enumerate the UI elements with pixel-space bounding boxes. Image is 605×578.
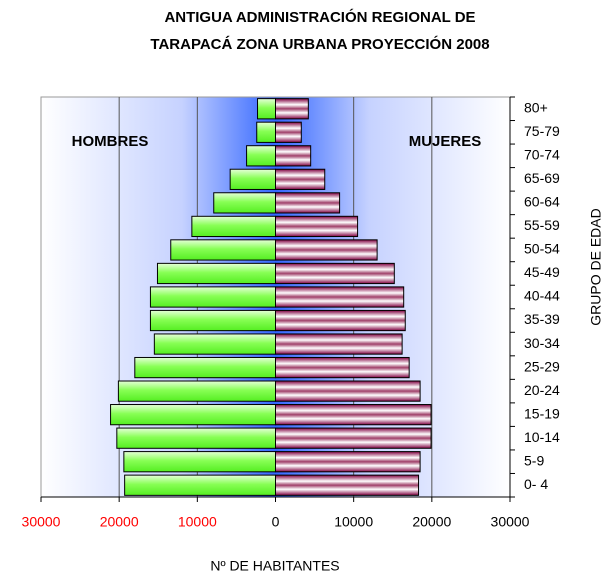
bar [191, 215, 276, 238]
bar [275, 451, 421, 473]
bar [149, 309, 276, 332]
bar [275, 239, 378, 261]
y-tick-label: 75-79 [524, 123, 560, 139]
bar [117, 380, 277, 402]
bar [275, 356, 410, 379]
bar [213, 192, 277, 214]
bar [275, 192, 341, 214]
x-axis-title: Nº DE HABITANTES [210, 558, 339, 574]
bar [275, 262, 395, 285]
y-tick-label: 50-54 [524, 241, 560, 257]
bar [110, 404, 277, 426]
y-tick-label: 10-14 [524, 429, 560, 445]
y-tick-label: 70-74 [524, 147, 560, 163]
y-tick-label: 30-34 [524, 335, 560, 351]
x-tick-label: 30000 [491, 514, 530, 530]
bar [275, 98, 309, 120]
bar [124, 474, 276, 496]
y-tick-label: 45-49 [524, 264, 560, 280]
bar [275, 333, 403, 355]
x-tick-label: 10000 [178, 514, 217, 530]
y-tick-label: 0- 4 [524, 476, 548, 492]
y-tick-label: 35-39 [524, 311, 560, 327]
bar [275, 168, 326, 190]
chart-title: TARAPACÁ ZONA URBANA PROYECCIÓN 2008 [150, 35, 489, 53]
bar [116, 427, 276, 449]
bar [275, 145, 312, 167]
x-tick-label: 0 [272, 514, 280, 530]
y-tick-label: 40-44 [524, 288, 560, 304]
y-tick-label: 20-24 [524, 382, 560, 398]
x-tick-label: 20000 [100, 514, 139, 530]
y-tick-label: 60-64 [524, 194, 560, 210]
series-label: HOMBRES [72, 133, 149, 150]
bar [275, 427, 432, 449]
x-tick-label: 20000 [412, 514, 451, 530]
bar [229, 168, 276, 190]
bar [275, 121, 302, 143]
y-tick-label: 25-29 [524, 358, 560, 374]
x-tick-label: 30000 [22, 514, 61, 530]
y-tick-label: 65-69 [524, 170, 560, 186]
bar [275, 380, 421, 402]
chart-title: ANTIGUA ADMINISTRACIÓN REGIONAL DE [164, 8, 475, 26]
bar [153, 333, 276, 355]
bar [275, 474, 420, 496]
bar [156, 262, 277, 285]
bar [246, 145, 277, 167]
x-tick-label: 10000 [334, 514, 373, 530]
y-tick-label: 5-9 [524, 452, 544, 468]
y-tick-label: 55-59 [524, 217, 560, 233]
bar [134, 356, 276, 379]
bar [256, 121, 276, 143]
bar [149, 286, 276, 308]
bar [275, 286, 405, 308]
y-axis-title: GRUPO DE EDAD [588, 208, 604, 325]
bar [275, 309, 406, 332]
y-tick-label: 15-19 [524, 405, 560, 421]
bar [257, 98, 276, 120]
bar [275, 404, 432, 426]
series-label: MUJERES [409, 133, 482, 150]
bar [123, 451, 276, 473]
bar [170, 239, 276, 261]
y-tick-label: 80+ [524, 99, 548, 115]
bar [275, 215, 359, 238]
